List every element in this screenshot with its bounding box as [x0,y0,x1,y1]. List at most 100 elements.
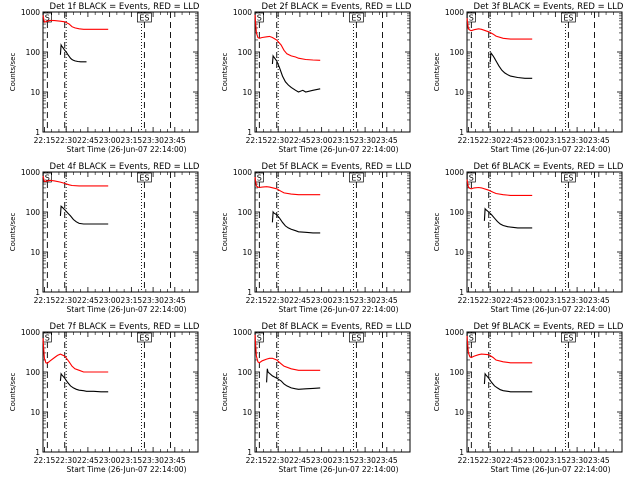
marker-label-s: S [469,334,474,343]
x-axis-label: Start Time (26-Jun-07 22:14:00) [67,465,187,474]
x-tick-label: 23:45 [376,456,398,465]
y-tick-label: 1 [35,128,40,137]
x-tick-label: 22:15 [246,136,268,145]
y-tick-label: 10 [242,88,252,97]
marker-label-es-box [349,332,364,343]
y-tick-label: 1000 [21,8,40,17]
y-tick-label: 1 [35,448,40,457]
x-tick-label: 23:30 [566,136,588,145]
y-tick-label: 1 [35,288,40,297]
lld-series-line [254,14,321,61]
x-tick-label: 22:15 [458,136,480,145]
y-tick-label: 10 [30,88,40,97]
x-tick-label: 23:15 [121,456,143,465]
events-series-line [266,368,321,390]
panel-title: Det 3f BLACK = Events, RED = LLD [474,2,624,12]
events-series-line [271,210,321,234]
x-tick-label: 23:15 [545,296,567,305]
marker-label-es-box [561,172,576,183]
y-axis-label: Counts/sec [9,373,17,412]
x-tick-label: 23:45 [164,136,186,145]
x-tick-label: 23:45 [164,296,186,305]
marker-label-s: S [257,334,262,343]
x-axis-label: Start Time (26-Jun-07 22:14:00) [67,305,187,314]
panel-4: Det 4f BLACK = Events, RED = LLD 1 10 100 10… [9,162,200,314]
events-series-line [271,54,321,93]
x-tick-label: 23:00 [311,456,333,465]
x-tick-label: 23:30 [142,456,164,465]
y-axis-label: Counts/sec [221,53,229,92]
x-axis-label: Start Time (26-Jun-07 22:14:00) [279,305,399,314]
y-tick-label: 1 [247,128,252,137]
marker-label-es: ES [351,174,361,183]
x-axis-label: Start Time (26-Jun-07 22:14:00) [491,145,611,154]
events-series-line [483,207,533,229]
panel-title: Det 7f BLACK = Events, RED = LLD [50,322,200,332]
marker-label-es: ES [563,14,573,23]
panel-6: Det 6f BLACK = Events, RED = LLD 1 10 100 10… [433,162,624,314]
plot-frame [42,331,199,453]
x-axis-label: Start Time (26-Jun-07 22:14:00) [491,305,611,314]
lld-series-line [254,334,321,371]
x-tick-label: 23:45 [588,296,610,305]
x-tick-label: 23:30 [566,456,588,465]
panel-title: Det 5f BLACK = Events, RED = LLD [262,162,412,172]
x-tick-label: 22:45 [501,456,523,465]
x-tick-label: 23:00 [311,136,333,145]
panel-3: Det 3f BLACK = Events, RED = LLD 1 10 100 10… [433,2,624,154]
y-axis-label: Counts/sec [433,213,441,252]
y-tick-label: 100 [450,208,465,217]
x-tick-label: 22:15 [34,456,56,465]
x-tick-label: 22:45 [289,136,311,145]
plot-frame [42,171,199,293]
x-tick-label: 22:15 [246,296,268,305]
x-tick-label: 23:00 [523,136,545,145]
x-axis-label: Start Time (26-Jun-07 22:14:00) [491,465,611,474]
panel-title: Det 8f BLACK = Events, RED = LLD [262,322,412,332]
marker-label-s: S [45,174,50,183]
lld-series-line [466,179,533,196]
marker-label-s: S [45,334,50,343]
x-tick-label: 23:30 [354,136,376,145]
marker-label-es: ES [139,174,149,183]
y-tick-label: 10 [454,408,464,417]
x-tick-label: 23:15 [121,296,143,305]
panel-8: Det 8f BLACK = Events, RED = LLD 1 10 100 10… [221,322,412,474]
y-tick-label: 10 [30,248,40,257]
y-axis-label: Counts/sec [9,53,17,92]
plot-frame [42,11,199,133]
x-tick-label: 22:45 [77,296,99,305]
x-tick-label: 23:30 [354,456,376,465]
x-tick-label: 22:30 [267,136,289,145]
x-tick-label: 23:45 [588,136,610,145]
x-tick-label: 23:15 [121,136,143,145]
marker-label-es-box [137,332,152,343]
x-tick-label: 22:45 [289,456,311,465]
panel-5: Det 5f BLACK = Events, RED = LLD 1 10 100 10… [221,162,412,314]
y-axis-label: Counts/sec [221,213,229,252]
x-tick-label: 23:30 [354,296,376,305]
marker-label-es: ES [563,174,573,183]
panel-1: Det 1f BLACK = Events, RED = LLD 1 10 100 10… [9,2,200,154]
x-tick-label: 23:45 [376,136,398,145]
marker-label-s: S [45,14,50,23]
x-tick-label: 23:45 [588,456,610,465]
plot-frame [254,11,411,133]
y-tick-label: 1000 [21,328,40,337]
plot-frame [466,171,623,293]
y-tick-label: 1 [459,128,464,137]
x-tick-label: 22:45 [77,136,99,145]
plot-frame [254,331,411,453]
x-tick-label: 22:45 [77,456,99,465]
marker-label-es: ES [351,334,361,343]
marker-label-es-box [137,172,152,183]
panel-title: Det 6f BLACK = Events, RED = LLD [474,162,624,172]
x-tick-label: 23:15 [545,456,567,465]
x-tick-label: 23:30 [566,296,588,305]
x-tick-label: 23:30 [142,296,164,305]
y-tick-label: 1 [459,448,464,457]
x-tick-label: 22:45 [501,136,523,145]
panel-7: Det 7f BLACK = Events, RED = LLD 1 10 100 10… [9,322,200,474]
marker-label-s: S [469,14,474,23]
lld-series-line [42,175,109,187]
